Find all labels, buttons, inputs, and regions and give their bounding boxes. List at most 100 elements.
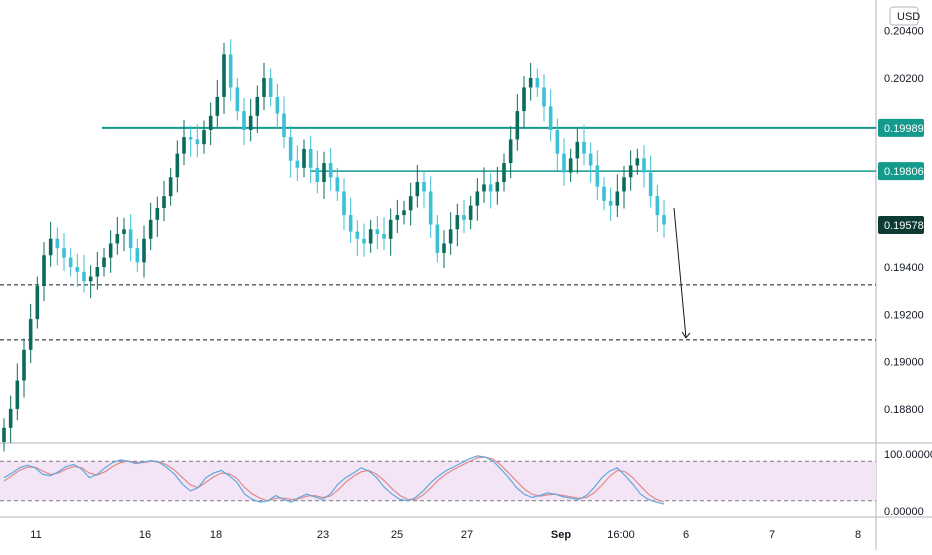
candle[interactable] [595, 150, 600, 200]
candle[interactable] [422, 170, 426, 209]
candle[interactable] [588, 142, 593, 183]
candle[interactable] [448, 212, 453, 255]
time-axis[interactable]: 11 16 18 23 25 27 Sep 16:00 6 7 8 [30, 529, 861, 541]
candle[interactable] [222, 43, 226, 114]
candle[interactable] [582, 124, 586, 165]
candle[interactable] [268, 68, 273, 107]
candle[interactable] [662, 199, 666, 238]
candle[interactable] [475, 178, 480, 221]
candle[interactable] [275, 83, 280, 129]
candle[interactable] [262, 62, 266, 111]
candle[interactable] [82, 254, 86, 293]
candle[interactable] [415, 164, 420, 208]
candle[interactable] [108, 230, 113, 273]
candle[interactable] [55, 227, 60, 266]
candle[interactable] [435, 215, 440, 263]
candle[interactable] [508, 126, 513, 179]
candle[interactable] [122, 217, 126, 252]
candle[interactable] [648, 155, 653, 208]
candle[interactable] [608, 187, 613, 221]
candle[interactable] [462, 199, 466, 234]
candle[interactable] [35, 276, 40, 329]
candle[interactable] [628, 150, 633, 191]
candle[interactable] [255, 85, 260, 133]
candle[interactable] [555, 118, 560, 171]
candle[interactable] [395, 199, 400, 234]
candle[interactable] [308, 135, 313, 183]
candle[interactable] [288, 125, 293, 178]
candle[interactable] [62, 233, 66, 271]
candle[interactable] [355, 220, 360, 256]
candle[interactable] [155, 196, 160, 237]
candle[interactable] [235, 78, 240, 121]
candle[interactable] [322, 151, 326, 200]
candle[interactable] [142, 225, 146, 278]
candle[interactable] [8, 395, 13, 443]
candle[interactable] [2, 418, 6, 452]
candle[interactable] [522, 76, 526, 129]
candle[interactable] [348, 198, 353, 243]
candle[interactable] [88, 265, 93, 299]
candle[interactable] [402, 200, 406, 225]
candle[interactable] [22, 338, 26, 398]
candle[interactable] [282, 96, 286, 149]
candle[interactable] [162, 181, 166, 222]
candle[interactable] [228, 39, 233, 101]
candle[interactable] [182, 120, 186, 165]
candle[interactable] [248, 98, 253, 142]
candle[interactable] [302, 139, 306, 178]
candle[interactable] [515, 94, 520, 151]
candle[interactable] [175, 140, 180, 193]
candle[interactable] [328, 147, 333, 191]
candle[interactable] [455, 203, 460, 247]
projection-arrow[interactable] [673, 207, 691, 339]
candle[interactable] [542, 74, 546, 122]
candle[interactable] [48, 221, 53, 267]
candle[interactable] [202, 120, 206, 154]
currency-label[interactable]: USD [889, 6, 920, 26]
candle[interactable] [388, 208, 393, 256]
candle[interactable] [362, 223, 366, 257]
candle[interactable] [28, 303, 33, 364]
candle[interactable] [548, 89, 553, 142]
candle[interactable] [428, 176, 433, 238]
candle[interactable] [622, 165, 626, 209]
candle[interactable] [128, 214, 133, 262]
candle[interactable] [375, 216, 380, 250]
candle[interactable] [535, 68, 540, 97]
candle[interactable] [15, 363, 20, 421]
candle[interactable] [42, 242, 46, 302]
price-axis[interactable]: 0.19989 0.19806 0.19578 0.20400 0.20200 0.194… [878, 6, 932, 518]
candle[interactable] [495, 166, 500, 205]
candle[interactable] [135, 238, 140, 272]
candle[interactable] [502, 153, 506, 192]
candle[interactable] [482, 167, 486, 203]
candle[interactable] [382, 216, 386, 251]
candle[interactable] [442, 230, 446, 269]
candle[interactable] [642, 145, 646, 188]
candle[interactable] [468, 196, 473, 230]
candle[interactable] [215, 79, 220, 128]
candle[interactable] [602, 177, 606, 211]
candle[interactable] [188, 125, 193, 157]
candle[interactable] [115, 216, 120, 255]
candle[interactable] [488, 173, 493, 209]
candle[interactable] [102, 248, 106, 277]
candle[interactable] [575, 128, 580, 174]
candle[interactable] [528, 62, 533, 101]
candle[interactable] [75, 253, 80, 287]
oscillator-pane[interactable] [0, 455, 876, 505]
candle[interactable] [315, 150, 320, 194]
level-lines[interactable] [0, 126, 876, 341]
candle[interactable] [368, 219, 373, 253]
candle[interactable] [168, 167, 173, 206]
candle[interactable] [342, 178, 346, 231]
candle[interactable] [568, 148, 573, 182]
candle[interactable] [242, 97, 246, 146]
candle[interactable] [148, 202, 153, 251]
candle[interactable] [195, 124, 200, 158]
candle[interactable] [208, 102, 213, 146]
candle[interactable] [95, 251, 100, 290]
